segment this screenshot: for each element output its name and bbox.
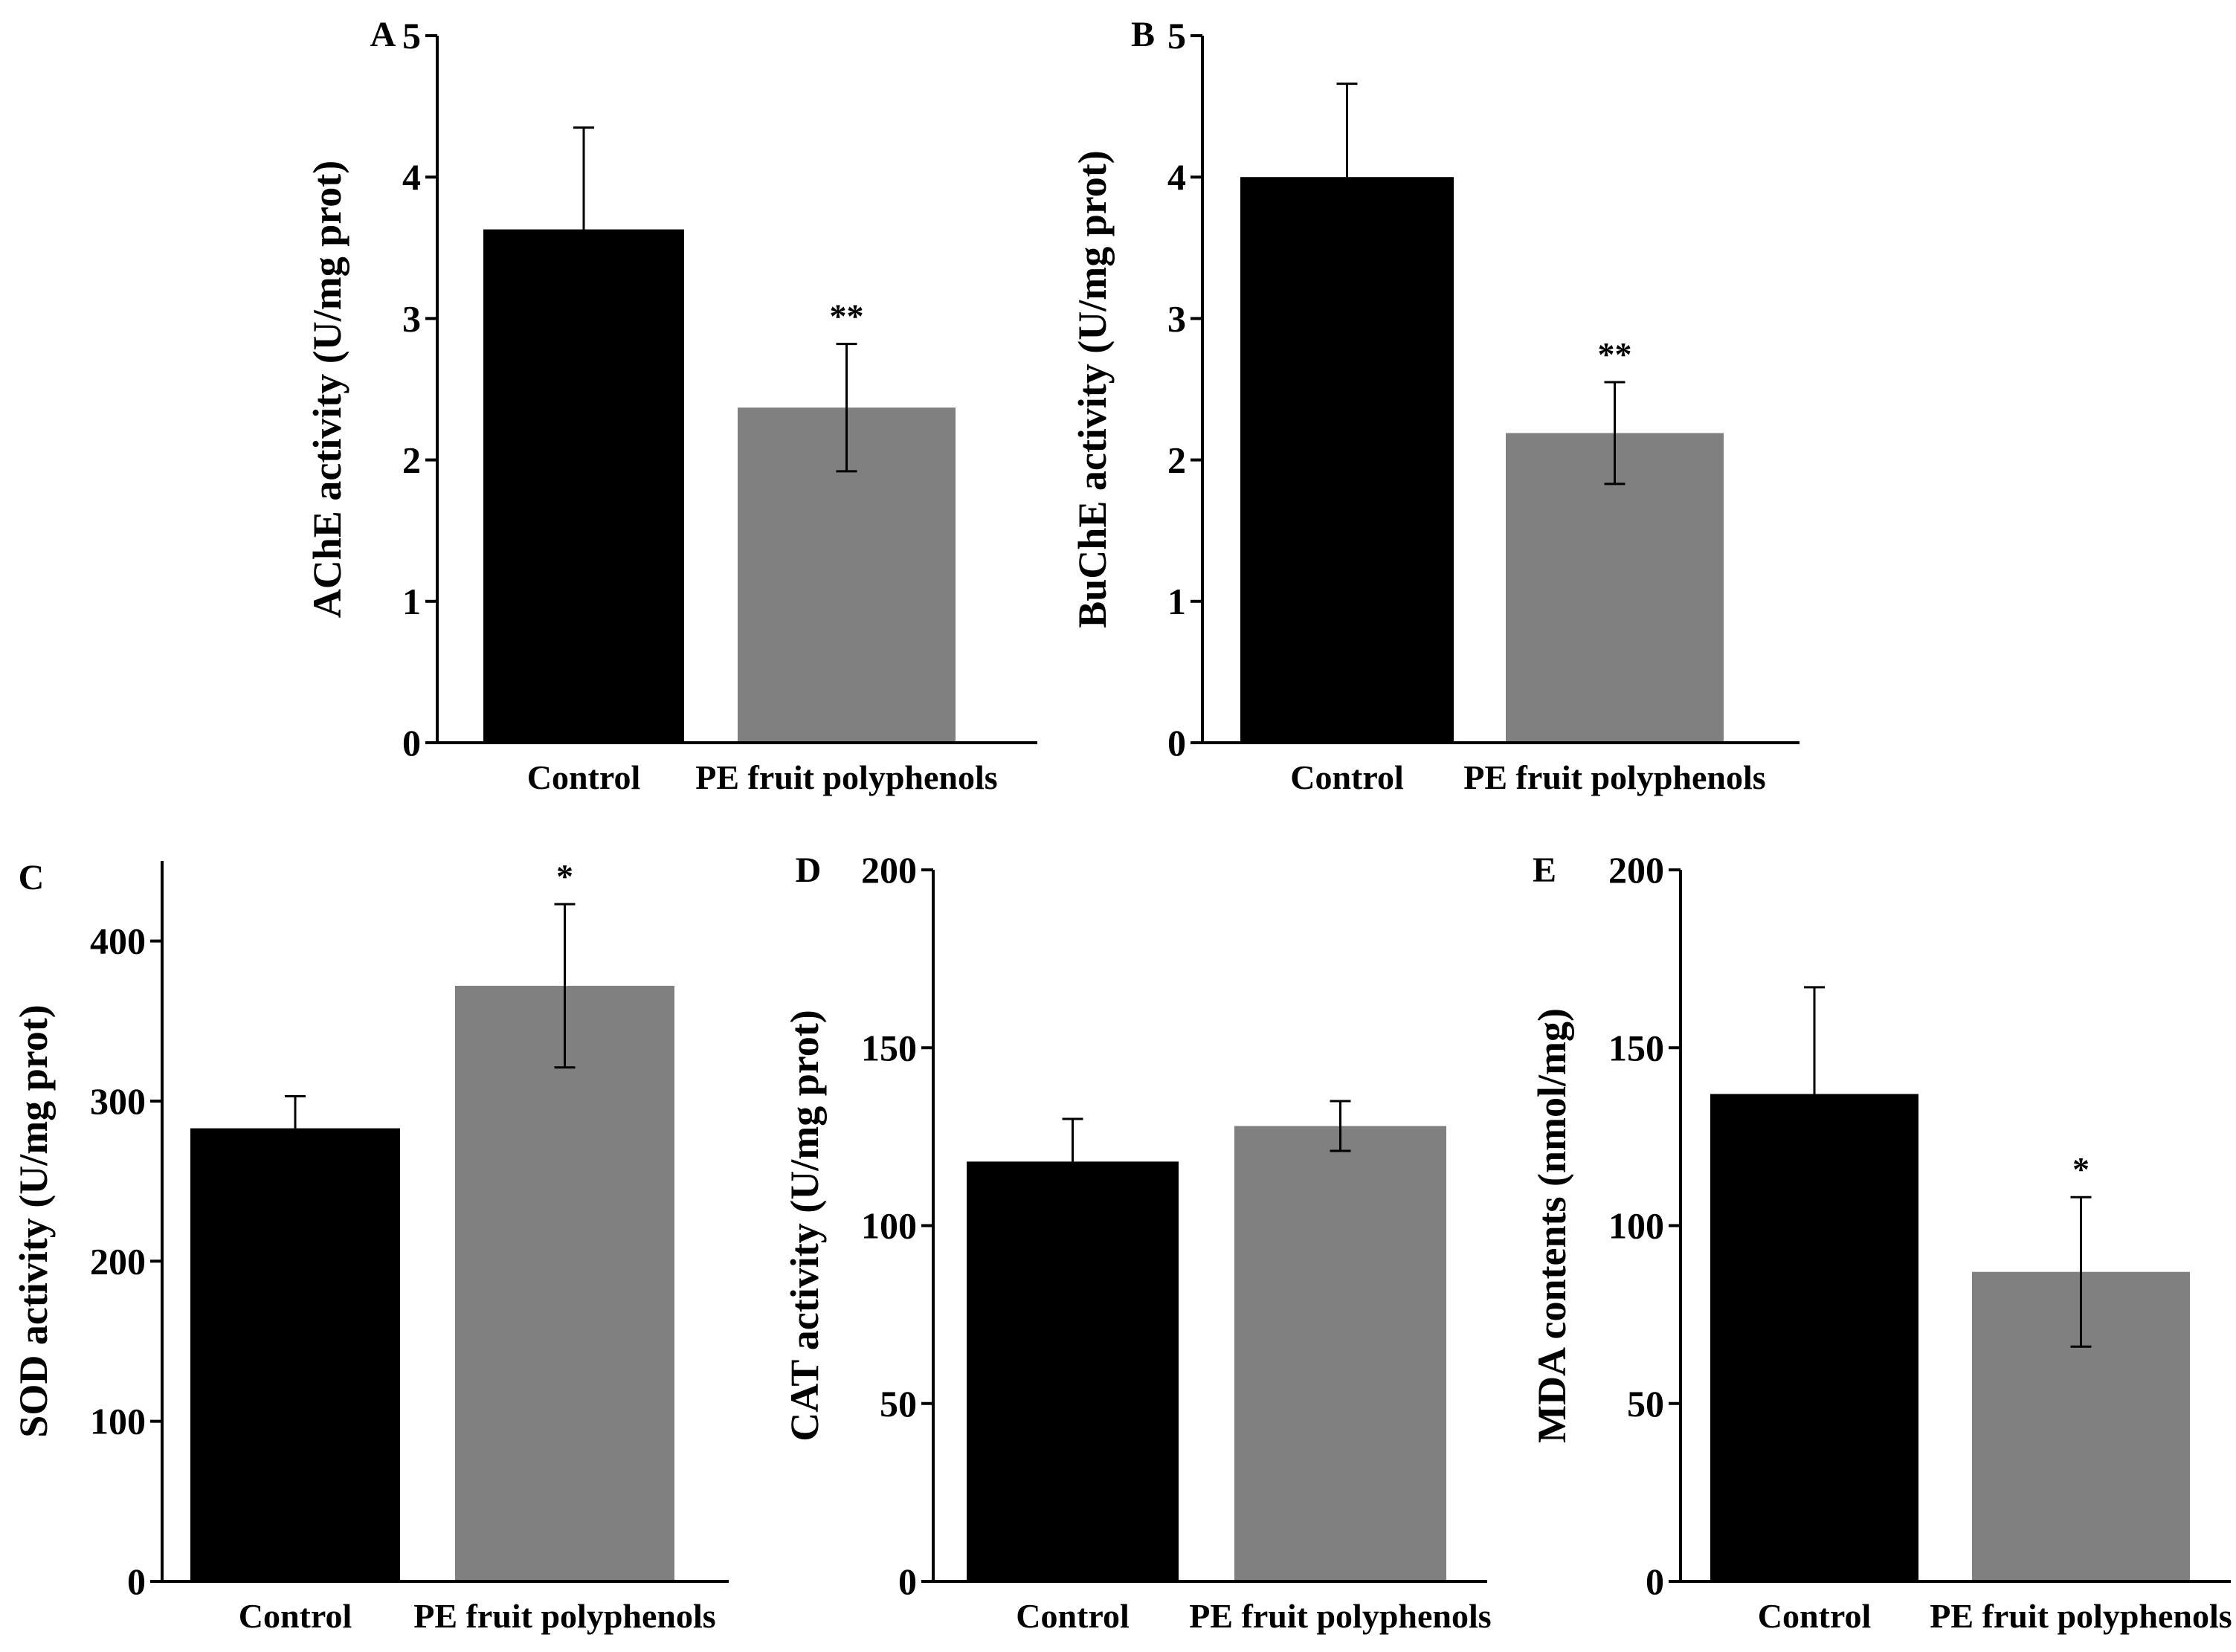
panel-b-y-axis-title: BuChE activity (U/mg prot) (1070, 150, 1115, 628)
panel-c-chart: Control * PE fruit polyphenols 0 100 200 300 40… (11, 857, 729, 1635)
panel-a-y-tick-label-1: 1 (402, 581, 421, 622)
panel-a-label: A (370, 15, 396, 54)
panel-c-y-tick-label-4: 400 (90, 920, 146, 962)
panel-d-label: D (796, 851, 822, 890)
panel-c-y-tick-label-1: 100 (90, 1401, 146, 1442)
panel-e-y-tick-label-3: 150 (1608, 1027, 1664, 1068)
panel-b-bar-control (1240, 177, 1454, 743)
panel-c-y-axis-title: SOD activity (U/mg prot) (11, 1004, 56, 1437)
panel-b-y-tick-label-0: 0 (1167, 722, 1186, 764)
panel-e-y-tick-label-1: 50 (1627, 1383, 1664, 1424)
panel-c-y-tick-label-2: 200 (90, 1240, 146, 1282)
panel-e-chart: Control * PE fruit polyphenols 0 50 100 150 200… (1530, 849, 2232, 1635)
panel-b-y-tick-label-4: 4 (1167, 156, 1186, 198)
panel-a-y-axis-title: AChE activity (U/mg prot) (305, 161, 349, 618)
panel-b-category-label-1: PE fruit polyphenols (1463, 758, 1765, 796)
panel-d-y-axis-title: CAT activity (U/mg prot) (782, 1010, 827, 1441)
panel-a-y-tick-label-4: 4 (402, 156, 421, 198)
panel-d-y-tick-label-0: 0 (898, 1561, 917, 1602)
panel-e-y-axis-title: MDA contents (nmol/mg) (1530, 1008, 1574, 1443)
panel-b-y-tick-label-3: 3 (1167, 297, 1186, 339)
panel-b-chart: Control ** PE fruit polyphenols 0 1 2 3 4 5 BuChE… (1070, 15, 1800, 796)
panel-c-y-tick-label-0: 0 (127, 1561, 146, 1602)
panel-a-significance-1: ** (830, 297, 864, 335)
panel-d-bar-control (967, 1161, 1179, 1581)
panel-b-y-tick-label-5: 5 (1167, 15, 1186, 57)
panel-d-y-tick-label-3: 150 (861, 1027, 917, 1068)
panel-a-y-tick-label-5: 5 (402, 15, 421, 57)
panel-c-bar-control (190, 1128, 400, 1581)
panel-c-category-label-0: Control (239, 1597, 352, 1635)
panel-a-y-tick-label-2: 2 (402, 439, 421, 481)
panel-a-category-label-1: PE fruit polyphenols (695, 758, 997, 796)
panel-a-y-tick-label-3: 3 (402, 297, 421, 339)
panel-e-category-label-0: Control (1758, 1597, 1872, 1635)
panel-e-label: E (1533, 851, 1556, 890)
panel-c-y-tick-label-3: 300 (90, 1080, 146, 1122)
panel-c-bar-pe-fruit-polyphenols (455, 985, 674, 1581)
panel-b-y-tick-label-1: 1 (1167, 581, 1186, 622)
panel-e-y-tick-label-2: 100 (1608, 1205, 1664, 1247)
panel-c-label: C (19, 858, 45, 897)
panel-b-significance-1: ** (1598, 335, 1632, 373)
panel-a-y-tick-label-0: 0 (402, 722, 421, 764)
panel-e-bar-control (1710, 1094, 1918, 1581)
panel-d-y-tick-label-1: 50 (880, 1383, 917, 1424)
panel-a-category-label-0: Control (527, 758, 641, 796)
panel-b-category-label-0: Control (1290, 758, 1404, 796)
panel-b-label: B (1131, 15, 1155, 54)
panel-d-category-label-1: PE fruit polyphenols (1189, 1597, 1491, 1635)
panel-c-significance-1: * (556, 857, 573, 895)
panel-d-category-label-0: Control (1016, 1597, 1130, 1635)
panel-b-y-tick-label-2: 2 (1167, 439, 1186, 481)
panel-a-bar-control (483, 229, 684, 743)
panel-c-category-label-1: PE fruit polyphenols (413, 1597, 715, 1635)
panel-e-y-tick-label-4: 200 (1608, 849, 1664, 891)
panel-a-chart: Control ** PE fruit polyphenols 0 1 2 3 4 5 AChE … (305, 15, 1037, 796)
panel-e-category-label-1: PE fruit polyphenols (1930, 1597, 2232, 1635)
panel-d-chart: Control PE fruit polyphenols 0 50 100 150 200 C… (782, 849, 1492, 1635)
panel-d-y-tick-label-4: 200 (861, 849, 917, 891)
panel-d-y-tick-label-2: 100 (861, 1205, 917, 1247)
panel-e-significance-1: * (2072, 1150, 2090, 1188)
panel-e-y-tick-label-0: 0 (1646, 1561, 1664, 1602)
panel-d-bar-pe-fruit-polyphenols (1234, 1126, 1446, 1581)
